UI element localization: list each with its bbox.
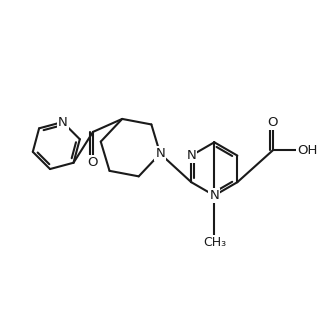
Text: N: N bbox=[210, 189, 219, 202]
Text: O: O bbox=[268, 116, 278, 129]
Text: N: N bbox=[186, 149, 196, 162]
Text: N: N bbox=[155, 147, 165, 160]
Text: OH: OH bbox=[297, 144, 318, 157]
Text: CH₃: CH₃ bbox=[203, 236, 226, 249]
Text: O: O bbox=[88, 156, 98, 169]
Text: N: N bbox=[58, 115, 67, 128]
